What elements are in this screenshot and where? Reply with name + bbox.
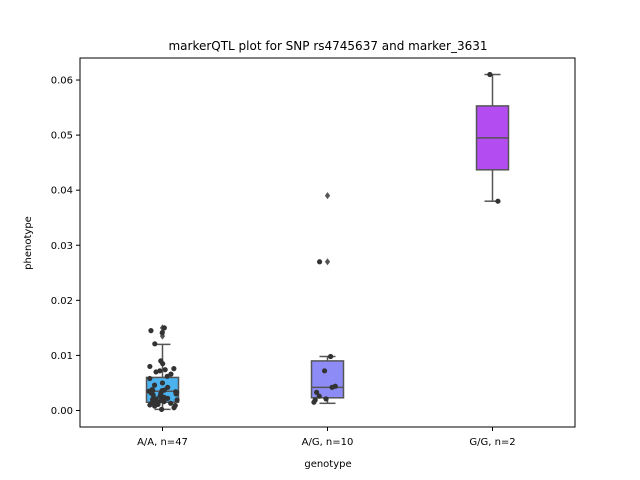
y-tick-label: 0.06 [51, 76, 73, 87]
data-point [161, 399, 167, 405]
data-point [150, 392, 156, 398]
data-point [321, 368, 328, 374]
data-point [316, 393, 322, 399]
data-point [495, 198, 501, 204]
flier-point [324, 258, 331, 266]
data-point [152, 403, 158, 409]
data-point [327, 353, 334, 360]
x-tick-label: A/A, n=47 [137, 437, 188, 448]
data-point [159, 330, 165, 336]
data-point [159, 406, 165, 412]
data-point [168, 400, 174, 406]
data-point [157, 393, 163, 399]
data-point [162, 367, 168, 373]
data-point [148, 328, 154, 334]
y-axis-label: phenotype [23, 216, 34, 270]
data-point [487, 71, 493, 78]
y-tick-label: 0.01 [51, 351, 73, 362]
points-layer [146, 71, 501, 412]
data-point [173, 391, 179, 397]
box-group [475, 73, 510, 202]
flier-point [324, 192, 331, 200]
data-point [151, 382, 158, 388]
data-point [152, 341, 158, 347]
data-point [329, 384, 335, 390]
data-point [174, 397, 180, 403]
y-tick-label: 0.05 [51, 131, 73, 142]
y-axis: 0.00 0.01 0.02 0.03 0.04 0.05 0.06 [51, 76, 80, 417]
data-point [161, 325, 167, 331]
box [310, 360, 345, 399]
y-tick-label: 0.00 [51, 406, 73, 417]
data-point [171, 405, 177, 411]
y-tick-label: 0.04 [51, 186, 73, 197]
y-tick-label: 0.03 [51, 241, 73, 252]
box-group [310, 192, 345, 405]
data-point [153, 369, 159, 375]
data-point [313, 389, 320, 395]
data-point [316, 259, 323, 265]
chart-title: markerQTL plot for SNP rs4745637 and mar… [168, 39, 487, 53]
x-axis: A/A, n=47 A/G, n=10 G/G, n=2 [137, 427, 516, 448]
data-point [147, 402, 153, 408]
data-point [311, 399, 317, 405]
data-point [160, 361, 166, 367]
x-axis-label: genotype [304, 459, 351, 470]
data-point [147, 375, 153, 382]
x-tick-label: G/G, n=2 [469, 437, 515, 448]
y-tick-label: 0.02 [51, 296, 73, 307]
x-tick-label: A/G, n=10 [302, 437, 354, 448]
boxes-layer [145, 73, 510, 411]
data-point [171, 366, 177, 372]
data-point [147, 363, 153, 370]
data-point [164, 373, 170, 379]
data-point [323, 396, 329, 402]
data-point [159, 380, 166, 386]
data-point [165, 395, 171, 401]
